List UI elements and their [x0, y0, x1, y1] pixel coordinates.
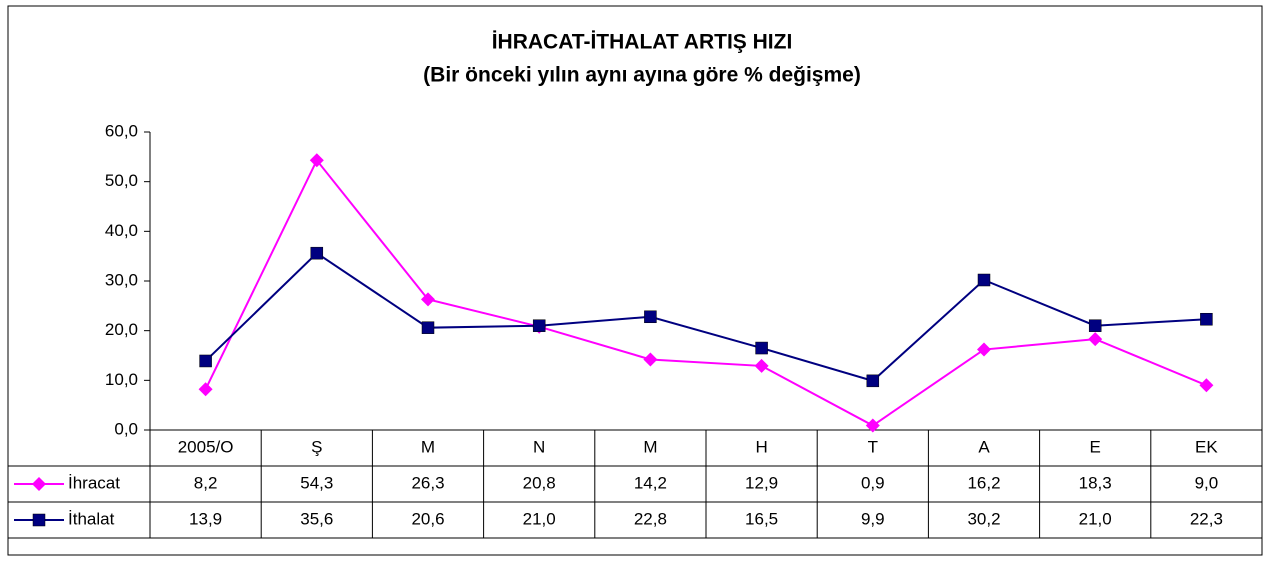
x-tick-label: Ş [311, 437, 322, 456]
legend-marker [32, 477, 46, 491]
table-value: 30,2 [967, 509, 1000, 528]
x-tick-label: M [643, 437, 657, 456]
table-value: 0,9 [861, 473, 885, 492]
y-tick-label: 60,0 [105, 121, 138, 140]
chart-subtitle: (Bir önceki yılın aynı ayına göre % deği… [423, 64, 861, 87]
table-value: 13,9 [189, 509, 222, 528]
table-value: 14,2 [634, 473, 667, 492]
legend-label: İthalat [68, 509, 115, 528]
data-point [754, 358, 769, 373]
data-point [1199, 378, 1214, 393]
x-tick-label: 2005/O [178, 437, 234, 456]
table-value: 21,0 [523, 509, 556, 528]
legend-marker [32, 513, 46, 527]
x-tick-label: M [421, 437, 435, 456]
x-tick-label: A [978, 437, 990, 456]
data-point [977, 273, 991, 287]
data-point [977, 342, 991, 357]
data-point [199, 354, 212, 368]
data-point [866, 374, 880, 388]
data-point [865, 418, 880, 433]
y-tick-label: 0,0 [114, 419, 138, 438]
table-value: 54,3 [300, 473, 333, 492]
table-value: 9,9 [861, 509, 885, 528]
table-value: 22,8 [634, 509, 667, 528]
x-tick-label: T [868, 437, 878, 456]
y-tick-label: 40,0 [105, 221, 138, 240]
table-value: 18,3 [1079, 473, 1112, 492]
table-value: 12,9 [745, 473, 778, 492]
x-tick-label: H [755, 437, 767, 456]
table-value: 16,5 [745, 509, 778, 528]
table-value: 20,8 [523, 473, 556, 492]
table-value: 20,6 [411, 509, 444, 528]
table-value: 35,6 [300, 509, 333, 528]
data-point [310, 246, 324, 260]
data-point [643, 352, 658, 367]
table-value: 16,2 [967, 473, 1000, 492]
y-tick-label: 20,0 [105, 320, 138, 339]
y-tick-label: 50,0 [105, 171, 138, 190]
table-value: 9,0 [1195, 473, 1219, 492]
data-point [198, 382, 213, 397]
series-line [204, 251, 1207, 382]
x-tick-label: EK [1195, 437, 1218, 456]
data-point [755, 341, 768, 355]
data-point [644, 310, 657, 324]
data-point [1088, 319, 1102, 332]
data-point [309, 153, 324, 168]
chart-title: İHRACAT-İTHALAT ARTIŞ HIZI [492, 31, 793, 54]
x-tick-label: N [533, 437, 545, 456]
x-tick-label: E [1090, 437, 1101, 456]
table-value: 21,0 [1079, 509, 1112, 528]
y-tick-label: 10,0 [105, 370, 138, 389]
y-tick-label: 30,0 [105, 270, 138, 289]
legend-label: İhracat [68, 473, 120, 492]
table-value: 8,2 [194, 473, 218, 492]
data-point [1088, 332, 1103, 347]
data-point [532, 319, 546, 332]
table-value: 22,3 [1190, 509, 1223, 528]
series-line [204, 158, 1207, 427]
table-value: 26,3 [411, 473, 444, 492]
data-point [421, 292, 435, 307]
data-point [421, 321, 435, 334]
data-point [1200, 312, 1213, 326]
chart-border [7, 5, 1263, 556]
